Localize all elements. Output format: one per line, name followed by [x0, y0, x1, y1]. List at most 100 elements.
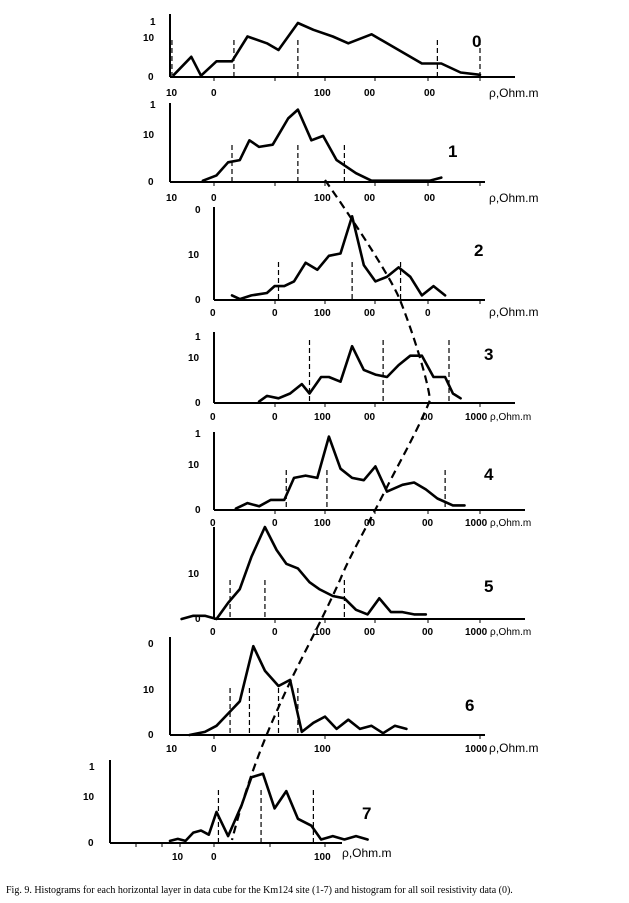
- panel-0-x-axis-label: ρ,Ohm.m: [489, 86, 539, 100]
- panel-3-x-tick-label: 0: [272, 412, 278, 423]
- panel-0: 1 10 0 10 0 100 00 00 ρ,Ohm.m 0: [143, 14, 539, 100]
- panel-2-x-tick-label: 0: [272, 308, 278, 319]
- panel-0-y-tick-label: 0: [148, 72, 154, 83]
- panel-7-x-tick-label: 0: [211, 852, 217, 863]
- panel-7-x-tick-label: 10: [172, 852, 184, 863]
- panel-2-y-tick-label: 0: [195, 205, 201, 216]
- panel-6-series-line: [188, 644, 408, 737]
- panel-0-series-line: [172, 21, 482, 77]
- panel-5-y-tick-label: 0: [195, 614, 201, 625]
- panel-7-label: 7: [362, 804, 371, 823]
- panel-7-x-tick-label: 100: [314, 852, 331, 863]
- panel-0-x-tick-label: 100: [314, 88, 331, 99]
- panel-5-x-axis-label: ρ,Ohm.m: [490, 627, 531, 638]
- panel-1-x-tick-label: 100: [314, 193, 331, 204]
- panel-5-series-line: [180, 525, 428, 621]
- panel-4-x-tick-label: 00: [422, 518, 434, 529]
- panel-2-x-tick-label: 100: [314, 308, 331, 319]
- stacked-histograms-figure: 1 10 0 10 0 100 00 00 ρ,Ohm.m 0 1 10 0 1…: [83, 14, 539, 863]
- panel-5-x-ticks: [274, 619, 481, 623]
- panel-4-y-tick-label: 10: [188, 460, 200, 471]
- panel-7-y-tick-label: 1: [89, 762, 95, 773]
- panel-1-x-tick-label: 00: [424, 193, 436, 204]
- panel-6-y-tick-label: 0: [148, 730, 154, 741]
- panel-0-y-tick-label: 10: [143, 33, 155, 44]
- panel-1-y-tick-label: 10: [143, 130, 155, 141]
- panel-3-y-tick-label: 1: [195, 332, 201, 343]
- panel-3-x-tick-label: 00: [422, 412, 434, 423]
- panel-4-x-tick-label: 00: [364, 518, 376, 529]
- panel-3-x-tick-label: 100: [314, 412, 331, 423]
- panel-3-x-tick-label: 00: [364, 412, 376, 423]
- panel-6-y-tick-label: 0: [148, 639, 154, 650]
- panel-5-x-tick-label: 1000: [465, 627, 488, 638]
- panel-3-x-tick-label: 0: [210, 412, 216, 423]
- panel-6-x-tick-label: 10: [166, 744, 178, 755]
- panel-5-x-tick-label: 0: [272, 627, 278, 638]
- panel-7-dashes: [217, 790, 314, 843]
- panel-5-x-tick-label: 0: [210, 627, 216, 638]
- panel-2: 0 10 0 0 0 100 00 0 ρ,Ohm.m 2: [188, 205, 539, 319]
- panel-7: 1 10 0 10 0 100 ρ,Ohm.m 7: [83, 760, 392, 863]
- figure-caption: Fig. 9. Histograms for each horizontal l…: [6, 885, 513, 896]
- panel-6-label: 6: [465, 696, 474, 715]
- panel-1-label: 1: [448, 142, 457, 161]
- panel-4-y-tick-label: 0: [195, 505, 201, 516]
- panel-3-y-tick-label: 0: [195, 398, 201, 409]
- panel-0-x-tick-label: 0: [211, 88, 217, 99]
- panel-6-x-tick-label: 100: [314, 744, 331, 755]
- panel-0-x-tick-label: 00: [424, 88, 436, 99]
- panel-7-y-tick-label: 10: [83, 792, 95, 803]
- panel-4-series-line: [234, 435, 466, 510]
- panel-3-series-line: [257, 344, 462, 403]
- panel-0-dashes: [171, 40, 481, 77]
- panel-2-series-line: [230, 215, 447, 301]
- panel-0-x-ticks: [213, 77, 481, 81]
- panel-1-x-tick-label: 00: [364, 193, 376, 204]
- panel-5-x-tick-label: 100: [314, 627, 331, 638]
- panel-6: 0 10 0 10 0 100 1000 ρ,Ohm.m 6: [143, 637, 539, 755]
- panel-1-x-tick-label: 10: [166, 193, 178, 204]
- panel-0-x-tick-label: 10: [166, 88, 178, 99]
- panel-4-x-tick-label: 0: [272, 518, 278, 529]
- panel-5-y-tick-label: 10: [188, 569, 200, 580]
- panel-5-x-tick-label: 00: [364, 627, 376, 638]
- panel-7-x-axis-label: ρ,Ohm.m: [342, 846, 392, 860]
- panel-4-x-tick-label: 0: [210, 518, 216, 529]
- panel-1-x-tick-label: 0: [211, 193, 217, 204]
- panel-5-label: 5: [484, 577, 493, 596]
- panel-5: 10 0 0 0 100 00 00 1000 ρ,Ohm.m 5: [180, 525, 531, 638]
- panel-6-x-tick-label: 0: [211, 744, 217, 755]
- panel-6-y-tick-label: 10: [143, 685, 155, 696]
- panel-2-y-tick-label: 0: [195, 295, 201, 306]
- panel-6-x-tick-label: 1000: [465, 744, 488, 755]
- panel-0-x-tick-label: 00: [364, 88, 376, 99]
- panel-5-dashes: [229, 580, 345, 619]
- panel-5-x-tick-label: 00: [422, 627, 434, 638]
- panel-1-y-tick-label: 1: [150, 100, 156, 111]
- panel-3-x-axis-label: ρ,Ohm.m: [490, 412, 531, 423]
- panel-1-x-ticks: [213, 182, 481, 186]
- panel-1-series-line: [201, 108, 443, 182]
- panel-1-dashes: [231, 145, 345, 182]
- panel-2-x-tick-label: 0: [210, 308, 216, 319]
- panel-6-x-ticks: [213, 735, 481, 739]
- panel-2-y-tick-label: 10: [188, 250, 200, 261]
- panel-4-label: 4: [484, 465, 494, 484]
- panel-0-y-tick-label: 1: [150, 17, 156, 28]
- panel-0-label: 0: [472, 32, 481, 51]
- panel-7-series-line: [168, 772, 369, 843]
- panel-1-y-tick-label: 0: [148, 177, 154, 188]
- panel-7-y-tick-label: 0: [88, 838, 94, 849]
- panel-2-x-tick-label: 00: [364, 308, 376, 319]
- panel-3-x-tick-label: 1000: [465, 412, 488, 423]
- panel-2-x-tick-label: 0: [425, 308, 431, 319]
- panel-2-x-axis-label: ρ,Ohm.m: [489, 305, 539, 319]
- panel-2-label: 2: [474, 241, 483, 260]
- panel-3: 1 10 0 0 0 100 00 00 1000 ρ,Ohm.m 3: [188, 332, 531, 423]
- panel-4-x-tick-label: 100: [314, 518, 331, 529]
- panel-2-dashes: [277, 262, 402, 300]
- panel-4: 1 10 0 0 0 100 00 00 1000 ρ,Ohm.m 4: [188, 429, 531, 529]
- peak-trend-dashed-line: [230, 179, 432, 841]
- panel-7-x-ticks: [135, 843, 326, 847]
